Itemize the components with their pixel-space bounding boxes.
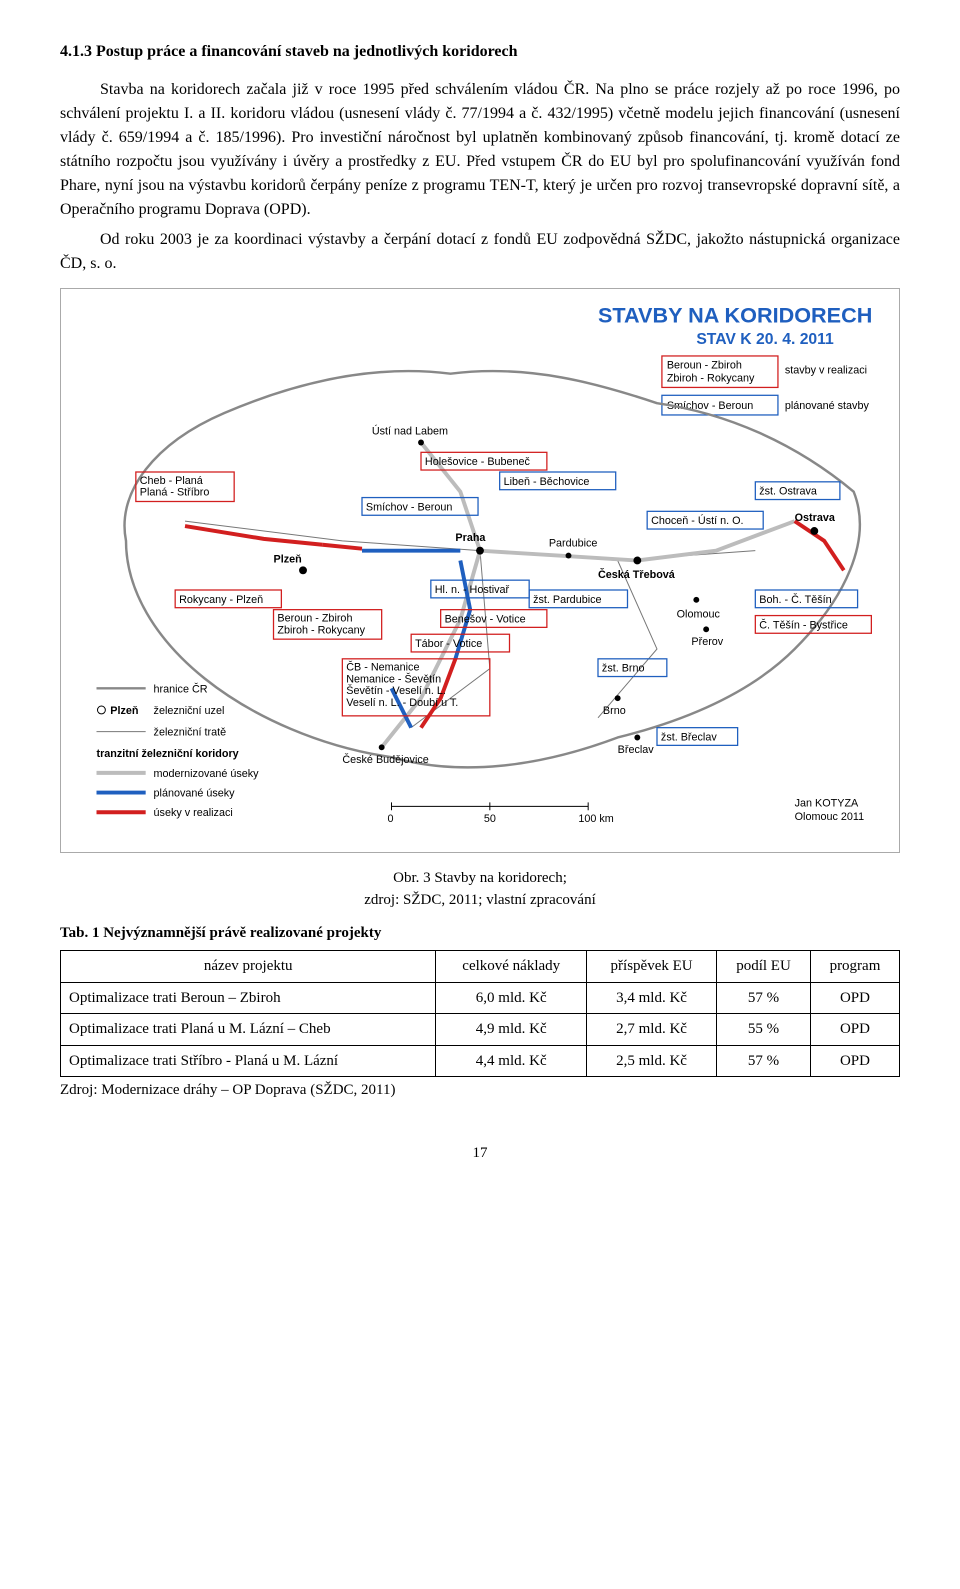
city-prerov: Přerov [691,636,723,648]
paragraph-2: Od roku 2003 je za koordinaci výstavby a… [60,228,900,276]
col-program: program [810,951,899,983]
cell: 4,9 mld. Kč [436,1014,587,1046]
cell: 6,0 mld. Kč [436,982,587,1014]
table-row: Optimalizace trati Stříbro - Planá u M. … [61,1045,900,1077]
cell: 2,7 mld. Kč [587,1014,717,1046]
legend-plan: plánované úseky [154,787,236,799]
cell: Optimalizace trati Stříbro - Planá u M. … [61,1045,436,1077]
corridor-red-4 [795,521,844,570]
cell: Optimalizace trati Planá u M. Lázní – Ch… [61,1014,436,1046]
col-name: název projektu [61,951,436,983]
right-box-red-l2: Zbiroh - Rokycany [667,373,755,385]
legend-trate: železniční tratě [154,727,227,739]
svg-text:Nemanice - Ševětín: Nemanice - Ševětín [346,672,441,685]
cb-red-0-a: Cheb - Planá [140,475,203,487]
cb-blue-5: Choceň - Ústí n. O. [651,514,743,527]
figure-caption: Obr. 3 Stavby na koridorech; zdroj: SŽDC… [60,867,900,912]
figure-map: STAVBY NA KORIDORECH STAV K 20. 4. 2011 … [60,288,900,853]
cell: 2,5 mld. Kč [587,1045,717,1077]
col-share: podíl EU [717,951,811,983]
right-box-blue-note: plánované stavby [785,400,870,412]
city-pardubice: Pardubice [549,538,598,550]
cb-blue-2: žst. Pardubice [533,594,601,606]
map-subtitle: STAV K 20. 4. 2011 [696,331,834,348]
corridor-red-2 [323,545,362,549]
svg-text:Veselí n. L. - Doubí u T.: Veselí n. L. - Doubí u T. [346,697,458,709]
svg-text:100 km: 100 km [578,813,613,825]
city-olomouc: Olomouc [677,609,721,621]
cb-red-7: Č. Těšín - Bystřice [759,618,848,631]
legend-uzel: železniční uzel [154,705,225,717]
paragraph-1: Stavba na koridorech začala již v roce 1… [60,78,900,222]
legend-hranice: hranice ČR [154,682,208,695]
cell: 57 % [717,982,811,1014]
city-praha: Praha [455,532,486,544]
map-svg: STAVBY NA KORIDORECH STAV K 20. 4. 2011 … [67,295,893,846]
cb-blue-0: Smíchov - Beroun [366,501,452,513]
map-title: STAVBY NA KORIDORECH [598,303,872,328]
cb-blue-4: Libeň - Běchovice [504,476,590,488]
cell: 55 % [717,1014,811,1046]
scale-50: 50 [484,813,496,825]
scale-0: 0 [388,813,394,825]
legend-mod: modernizované úseky [154,768,260,780]
cell: OPD [810,1014,899,1046]
table-header-row: název projektu celkové náklady příspěvek… [61,951,900,983]
city-ostrava: Ostrava [795,512,836,524]
cell: OPD [810,982,899,1014]
right-box-red-l1: Beroun - Zbiroh [667,360,742,372]
cell: 4,4 mld. Kč [436,1045,587,1077]
svg-text:ČB - Nemanice: ČB - Nemanice [346,661,419,674]
city-plzen: Plzeň [274,553,302,565]
table-row: Optimalizace trati Planá u M. Lázní – Ch… [61,1014,900,1046]
col-eu: příspěvek EU [587,951,717,983]
city-trebova: Česká Třebová [598,568,676,581]
map-credit-2: Olomouc 2011 [795,811,864,823]
projects-table: název projektu celkové náklady příspěvek… [60,950,900,1077]
cell: 57 % [717,1045,811,1077]
cr-border [125,371,860,767]
cb-blue-6: žst. Brno [602,663,645,675]
cb-blue-3: žst. Břeclav [661,731,717,743]
city-usti: Ústí nad Labem [372,425,448,438]
cb-red-3: Holešovice - Bubeneč [425,456,531,468]
cell: Optimalizace trati Beroun – Zbiroh [61,982,436,1014]
cell: 3,4 mld. Kč [587,982,717,1014]
map-credit-1: Jan KOTYZA [795,797,859,809]
legend-real: úseky v realizaci [154,807,233,819]
cb-blue-1: Hl. n. - Hostivař [435,584,510,596]
svg-text:Beroun - Zbiroh: Beroun - Zbiroh [277,612,352,624]
section-heading: 4.1.3 Postup práce a financování staveb … [60,40,900,64]
svg-text:Ševětín - Veselí n. L.: Ševětín - Veselí n. L. [346,684,446,697]
table-row: Optimalizace trati Beroun – Zbiroh 6,0 m… [61,982,900,1014]
cb-red-4: Benešov - Votice [445,613,526,625]
svg-text:Zbiroh - Rokycany: Zbiroh - Rokycany [277,624,365,636]
cb-red-5: Tábor - Votice [415,638,482,650]
col-cost: celkové náklady [436,951,587,983]
city-brno: Brno [603,705,626,717]
cb-blue-7: žst. Ostrava [759,486,817,498]
legend-uzel-ex: Plzeň [110,705,138,717]
right-box-red-note: stavby v realizaci [785,365,867,377]
rail-thin-3 [598,560,657,717]
table-source: Zdroj: Modernizace dráhy – OP Doprava (S… [60,1079,900,1102]
cb-blue-8: Boh. - Č. Těšín [759,593,831,606]
cb-red-1: Rokycany - Plzeň [179,594,263,606]
city-breclav: Břeclav [618,744,655,756]
legend-group: tranzitní železniční koridory [97,748,239,760]
page-number: 17 [60,1142,900,1165]
cell: OPD [810,1045,899,1077]
cb-red-0-b: Planá - Stříbro [140,487,210,499]
city-cb: České Budějovice [342,753,428,766]
table-title: Tab. 1 Nejvýznamnější právě realizované … [60,922,900,945]
